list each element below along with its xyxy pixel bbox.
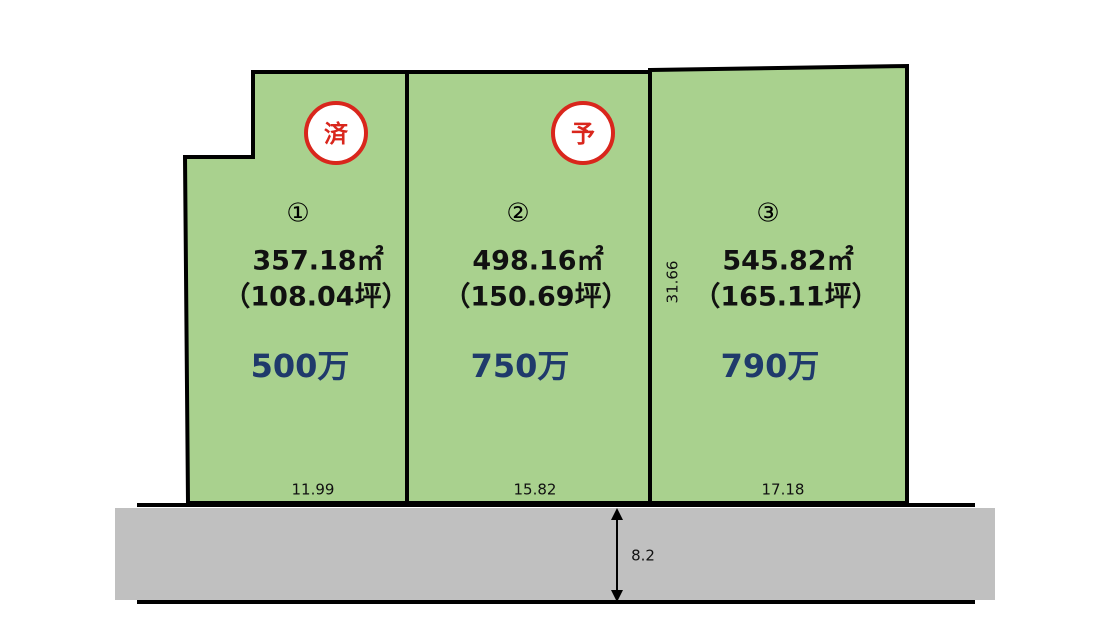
lot-price: 750万	[471, 347, 570, 385]
lots: 済 ① 357.18㎡ （108.04坪） 500万 11.99 予 ② 498.16㎡ （150…	[223, 101, 879, 499]
lot-tsubo: （108.04坪）	[223, 282, 408, 313]
lot-frontage: 15.82	[514, 481, 557, 499]
lot-frontage: 11.99	[292, 481, 335, 499]
lot-price: 790万	[721, 347, 820, 385]
status-badge	[304, 101, 368, 165]
arrow-head	[611, 508, 623, 520]
road	[115, 508, 995, 600]
depth: 31.66	[664, 261, 682, 304]
lot-tsubo: （150.69坪）	[443, 282, 628, 313]
lot-number: ①	[286, 199, 309, 229]
lot-area: 498.16㎡	[472, 245, 603, 277]
road-width: 8.2	[631, 547, 655, 565]
lot-tsubo: （165.11坪）	[693, 282, 878, 313]
lot-price: 500万	[251, 347, 350, 385]
lot-area: 545.82㎡	[722, 245, 853, 277]
lot-3	[648, 63, 909, 505]
lot-number: ③	[756, 199, 779, 229]
status-text: 予	[571, 120, 595, 148]
lot-area: 357.18㎡	[252, 245, 383, 277]
status-text: 済	[324, 120, 349, 148]
lot-frontage: 17.18	[762, 481, 805, 499]
lot-number: ②	[506, 199, 529, 229]
arrow-head	[611, 590, 623, 602]
status-badge	[551, 101, 615, 165]
